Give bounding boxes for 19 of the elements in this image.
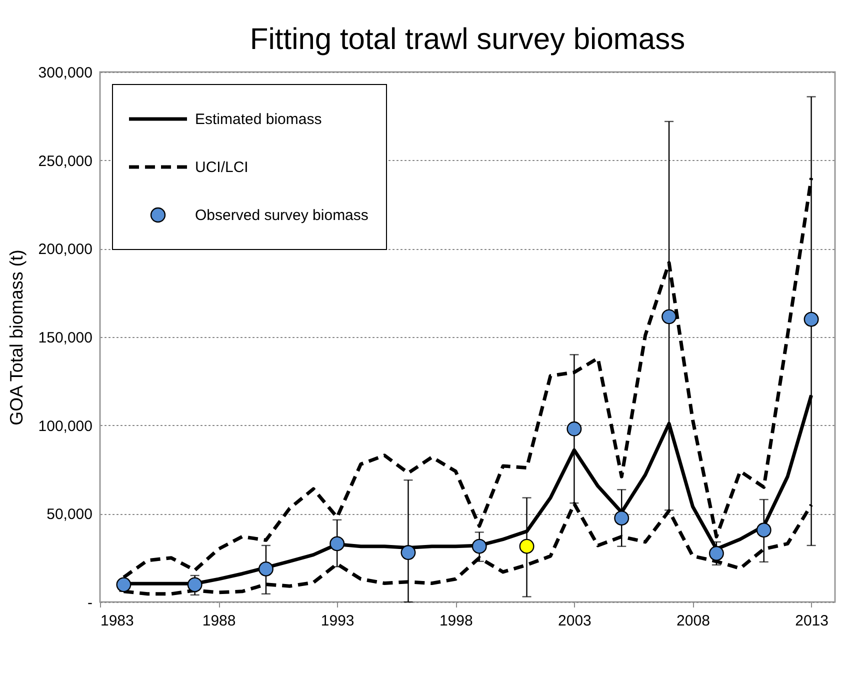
x-tick-label: 1998 [439, 612, 473, 630]
chart-title: Fitting total trawl survey biomass [250, 23, 686, 56]
y-tick-label: 50,000 [46, 506, 92, 524]
x-tick-label: 2008 [676, 612, 710, 630]
y-axis-title: GOA Total biomass (t) [6, 250, 26, 426]
legend-label: Observed survey biomass [195, 206, 368, 224]
y-tick-label: - [88, 594, 92, 612]
x-tick-label: 2013 [795, 612, 828, 630]
legend-label: UCI/LCI [195, 158, 248, 176]
y-tick-label: 200,000 [38, 241, 92, 258]
x-tick-label: 1983 [100, 612, 134, 630]
y-tick-label: 100,000 [38, 418, 92, 435]
x-tick-label: 2003 [558, 612, 592, 630]
y-tick-label: 250,000 [38, 152, 92, 170]
legend-label: Estimated biomass [195, 110, 322, 128]
y-tick-label: 300,000 [38, 64, 92, 82]
x-tick-label: 1993 [320, 612, 354, 630]
y-tick-label: 150,000 [38, 330, 92, 346]
x-tick-label: 1988 [202, 612, 236, 630]
